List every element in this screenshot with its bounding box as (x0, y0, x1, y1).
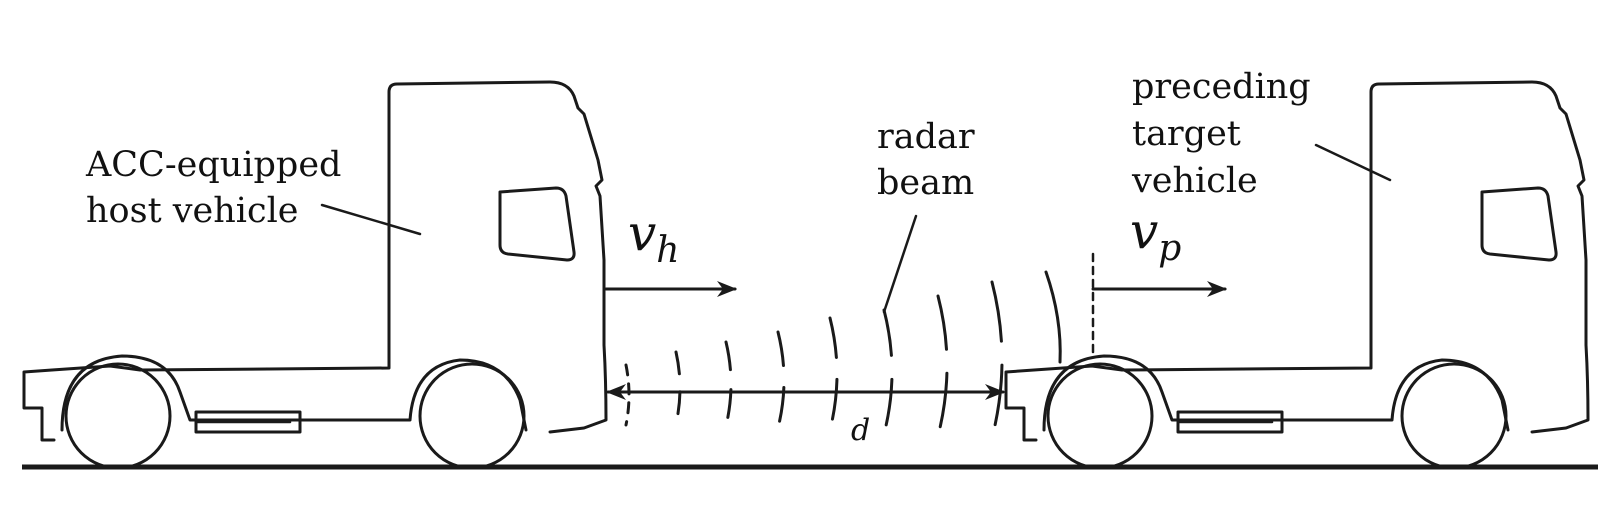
host-pointer-line (320, 203, 422, 236)
radar-beam-waves (624, 214, 1062, 440)
radar-label-line2: beam (877, 163, 974, 203)
target-label-line1: preceding (1132, 67, 1311, 107)
target-label-line3: vehicle (1131, 161, 1258, 201)
target-speed-label: vp (1130, 202, 1181, 269)
host-truck (22, 80, 608, 470)
distance-label: d (851, 413, 870, 448)
host-front-wheel (418, 362, 526, 470)
host-speed-label: vh (628, 204, 679, 271)
host-label-line2: host vehicle (86, 191, 299, 231)
host-label-line1: ACC-equipped (85, 145, 341, 185)
target-pointer-line (1314, 143, 1392, 182)
target-front-wheel (1400, 362, 1508, 470)
host-rear-wheel (64, 362, 172, 470)
target-label-line2: target (1132, 114, 1241, 154)
target-rear-wheel (1046, 362, 1154, 470)
radar-label-line1: radar (877, 117, 975, 157)
radar-pointer-line (882, 214, 918, 314)
target-truck (1004, 80, 1590, 470)
